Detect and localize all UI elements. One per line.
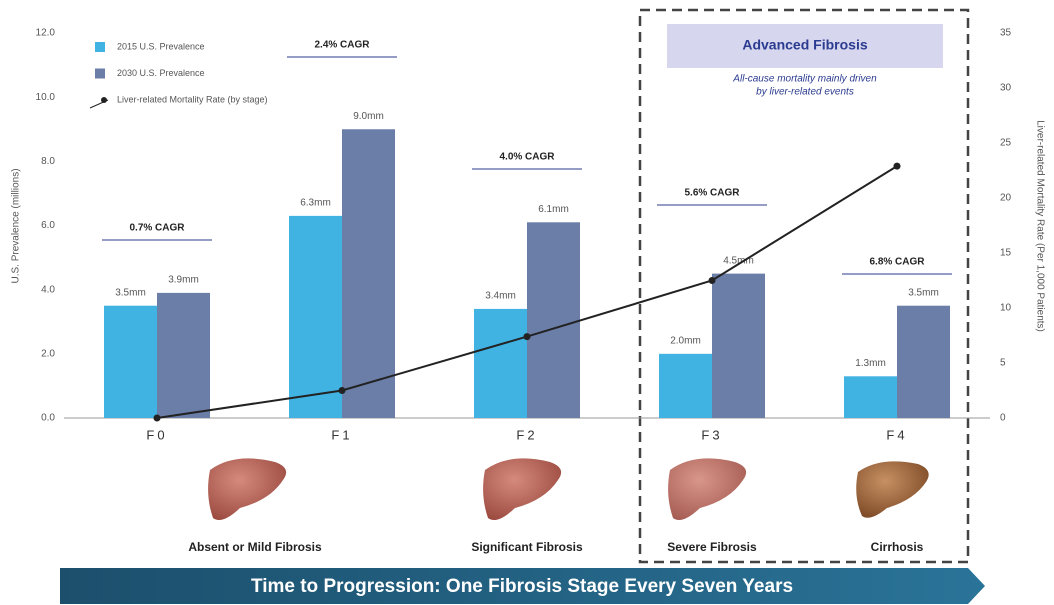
y-tick-label: 6.0: [41, 220, 55, 231]
y2-axis-title: Liver-related Mortality Rate (Per 1,000 …: [1034, 120, 1045, 332]
highlight-box: [667, 24, 943, 68]
stage-label: Cirrhosis: [871, 540, 924, 554]
bar: [659, 353, 712, 418]
line-point: [153, 414, 161, 422]
y-tick-label: 4.0: [41, 284, 55, 295]
cagr-label: 6.8% CAGR: [869, 257, 925, 268]
liver-image: [483, 458, 562, 521]
y2-tick-label: 25: [1000, 138, 1012, 149]
bar: [527, 222, 580, 418]
cagr-label: 4.0% CAGR: [499, 152, 555, 163]
bar: [157, 292, 210, 418]
x-tick-label: F1: [331, 427, 352, 442]
y2-tick-label: 20: [1000, 193, 1012, 204]
highlight-note: by liver-related events: [756, 87, 854, 98]
x-tick-label: F2: [516, 427, 537, 442]
y2-tick-label: 30: [1000, 83, 1012, 94]
value-label: 3.4mm: [485, 291, 516, 302]
bar: [712, 273, 765, 418]
value-label: 3.5mm: [908, 287, 939, 298]
banner-text: Time to Progression: One Fibrosis Stage …: [251, 576, 793, 597]
y-tick-label: 10.0: [36, 92, 56, 103]
stage-label: Significant Fibrosis: [471, 540, 583, 554]
legend-swatch: [95, 42, 105, 52]
bar: [897, 305, 950, 418]
cagr-label: 5.6% CAGR: [684, 188, 740, 199]
y-tick-label: 0.0: [41, 413, 55, 424]
x-tick-label: F3: [701, 427, 722, 442]
x-tick-label: F4: [886, 427, 907, 442]
value-label: 6.1mm: [538, 204, 569, 215]
cagr-label: 2.4% CAGR: [314, 40, 370, 51]
line-point: [708, 277, 716, 284]
stage-label: Severe Fibrosis: [667, 540, 757, 554]
bar: [104, 305, 157, 418]
y2-tick-label: 35: [1000, 28, 1012, 39]
liver-image: [668, 458, 747, 521]
value-label: 3.5mm: [115, 287, 146, 298]
highlight-note: All-cause mortality mainly driven: [732, 74, 877, 85]
value-label: 6.3mm: [300, 198, 331, 209]
y-tick-label: 2.0: [41, 348, 55, 359]
line-point: [523, 333, 531, 341]
bar: [289, 215, 342, 418]
highlight-title: Advanced Fibrosis: [742, 37, 867, 53]
line-point: [893, 162, 901, 170]
value-label: 3.9mm: [168, 275, 199, 286]
y2-tick-label: 0: [1000, 413, 1006, 424]
legend-label: Liver-related Mortality Rate (by stage): [117, 94, 268, 104]
legend-swatch: [95, 68, 105, 79]
liver-image: [208, 458, 287, 521]
legend-label: 2015 U.S. Prevalence: [117, 41, 205, 51]
y-axis-title: U.S. Prevalence (millions): [11, 168, 22, 283]
bar: [474, 308, 527, 418]
y2-tick-label: 5: [1000, 358, 1006, 369]
y-tick-label: 8.0: [41, 156, 55, 167]
bar: [342, 129, 395, 418]
liver-image: [856, 461, 929, 518]
highlight-frame: [638, 8, 970, 564]
value-label: 4.5mm: [723, 255, 754, 266]
cagr-label: 0.7% CAGR: [129, 223, 185, 234]
banner: [60, 568, 985, 604]
legend-label: 2030 U.S. Prevalence: [117, 68, 205, 78]
y-tick-label: 12.0: [36, 28, 56, 39]
line-point: [338, 387, 346, 394]
legend-swatch: [101, 97, 107, 103]
x-tick-label: F0: [146, 427, 167, 442]
stage-label: Absent or Mild Fibrosis: [188, 540, 322, 554]
value-label: 9.0mm: [353, 111, 384, 122]
value-label: 1.3mm: [855, 358, 886, 369]
value-label: 2.0mm: [670, 335, 701, 346]
y2-tick-label: 10: [1000, 303, 1012, 314]
bar: [844, 376, 897, 418]
y2-tick-label: 15: [1000, 248, 1012, 259]
